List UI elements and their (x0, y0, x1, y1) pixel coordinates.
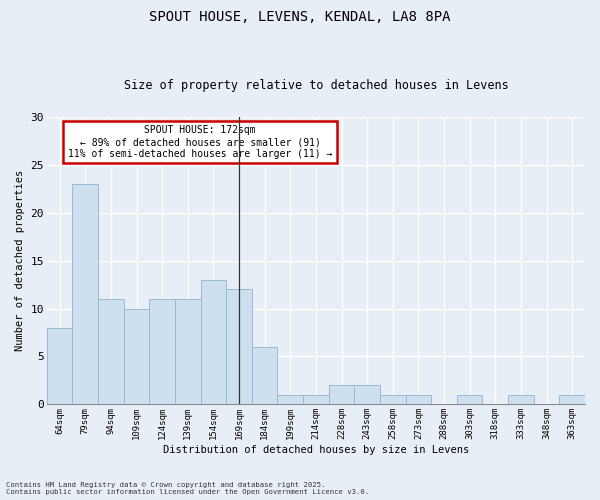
Bar (124, 308, 149, 404)
Bar (226, 290, 252, 405)
Bar (406, 395, 431, 404)
Bar (380, 395, 406, 404)
X-axis label: Distribution of detached houses by size in Levens: Distribution of detached houses by size … (163, 445, 469, 455)
Text: Contains HM Land Registry data © Crown copyright and database right 2025.
Contai: Contains HM Land Registry data © Crown c… (6, 482, 369, 495)
Bar (252, 347, 277, 405)
Bar (457, 395, 482, 404)
Bar (508, 395, 534, 404)
Bar (303, 395, 329, 404)
Bar (175, 299, 200, 405)
Text: SPOUT HOUSE: 172sqm
← 89% of detached houses are smaller (91)
11% of semi-detach: SPOUT HOUSE: 172sqm ← 89% of detached ho… (68, 126, 332, 158)
Text: SPOUT HOUSE, LEVENS, KENDAL, LA8 8PA: SPOUT HOUSE, LEVENS, KENDAL, LA8 8PA (149, 10, 451, 24)
Y-axis label: Number of detached properties: Number of detached properties (15, 170, 25, 351)
Bar (149, 299, 175, 405)
Title: Size of property relative to detached houses in Levens: Size of property relative to detached ho… (124, 79, 508, 92)
Bar (98, 299, 124, 405)
Bar (73, 184, 98, 404)
Bar (200, 280, 226, 404)
Bar (277, 395, 303, 404)
Bar (355, 385, 380, 404)
Bar (559, 395, 585, 404)
Bar (329, 385, 355, 404)
Bar (47, 328, 73, 404)
